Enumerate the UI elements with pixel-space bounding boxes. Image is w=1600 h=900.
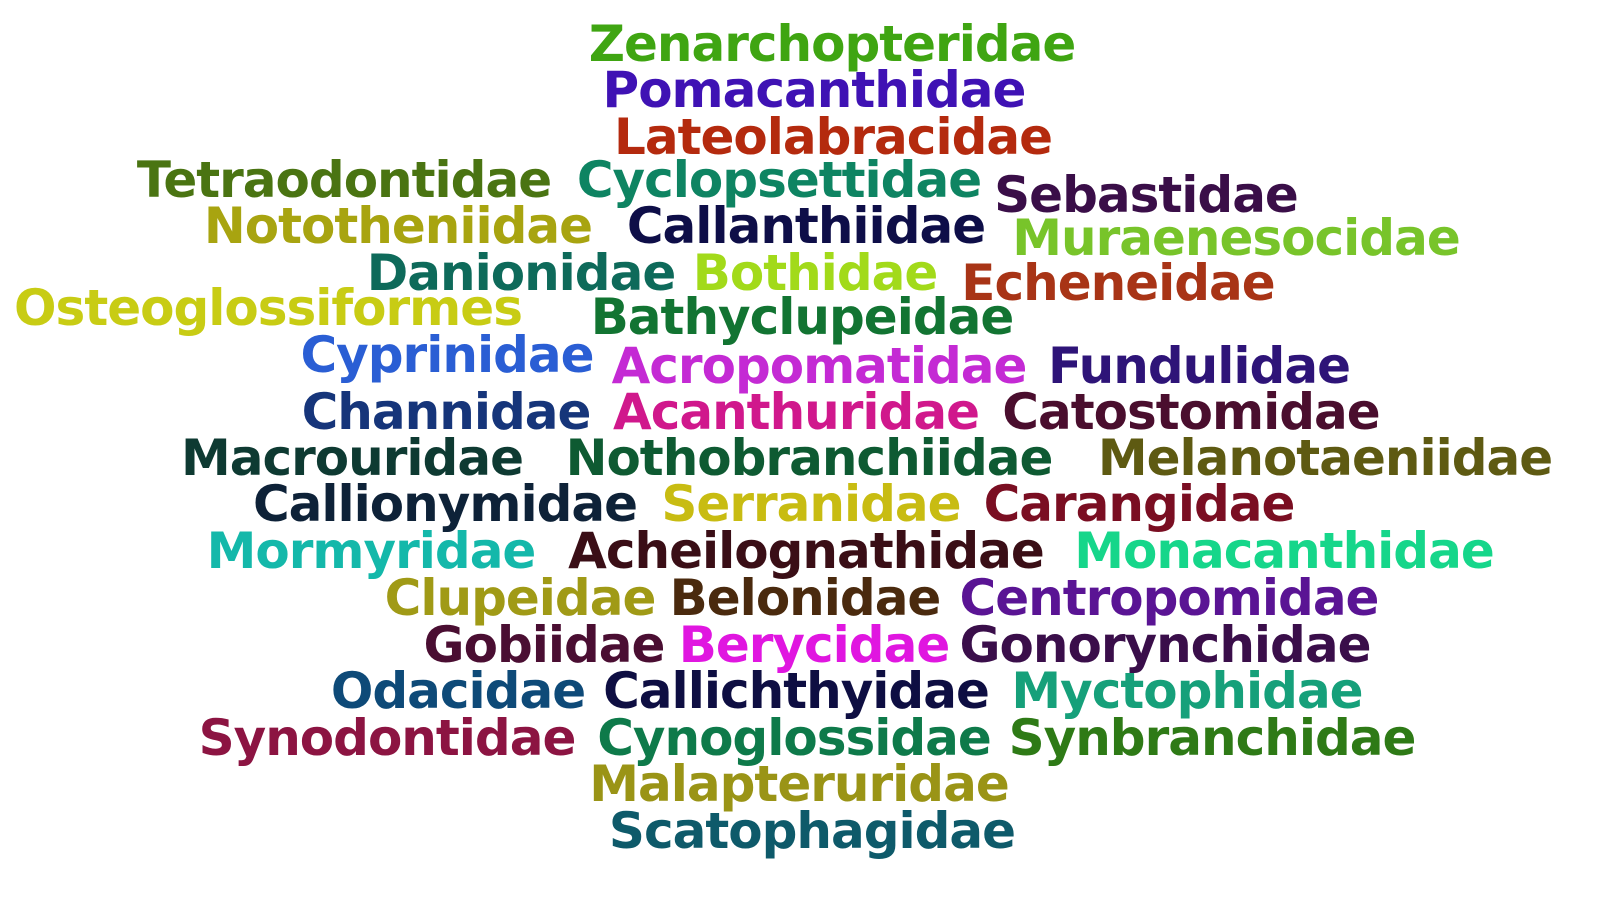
word-monacanthidae: Monacanthidae (1074, 522, 1494, 580)
word-synodontidae: Synodontidae (198, 709, 577, 767)
word-bathyclupeidae: Bathyclupeidae (590, 288, 1015, 346)
word-malapteruridae: Malapteruridae (589, 755, 1009, 813)
word-sebastidae: Sebastidae (994, 166, 1299, 224)
word-nothobranchiidae: Nothobranchiidae (565, 429, 1054, 487)
word-callichthyidae: Callichthyidae (603, 662, 990, 720)
word-acropomatidae: Acropomatidae (611, 337, 1028, 395)
word-callanthiidae: Callanthiidae (626, 197, 986, 255)
word-zenarchopteridae: Zenarchopteridae (588, 15, 1077, 73)
word-cynoglossidae: Cynoglossidae (597, 709, 992, 767)
word-osteoglossiformes: Osteoglossiformes (14, 279, 523, 337)
word-bothidae: Bothidae (692, 244, 939, 302)
word-gonorynchidae: Gonorynchidae (959, 616, 1372, 674)
word-clupeidae: Clupeidae (384, 569, 657, 627)
word-lateolabracidae: Lateolabracidae (613, 108, 1053, 166)
word-acanthuridae: Acanthuridae (612, 383, 980, 441)
word-muraenesocidae: Muraenesocidae (1012, 209, 1460, 267)
word-centropomidae: Centropomidae (959, 569, 1380, 627)
word-acheilognathidae: Acheilognathidae (568, 522, 1045, 580)
word-nototheniidae: Nototheniidae (203, 197, 593, 255)
word-channidae: Channidae (301, 383, 592, 441)
word-serranidae: Serranidae (661, 475, 961, 533)
word-myctophidae: Myctophidae (1011, 662, 1363, 720)
word-catostomidae: Catostomidae (1002, 383, 1380, 441)
word-callionymidae: Callionymidae (252, 475, 638, 533)
word-carangidae: Carangidae (983, 475, 1296, 533)
word-melanotaeniidae: Melanotaeniidae (1097, 429, 1553, 487)
word-echeneidae: Echeneidae (961, 254, 1275, 312)
word-gobiidae: Gobiidae (423, 616, 666, 674)
word-macrouridae: Macrouridae (181, 429, 524, 487)
word-cyprinidae: Cyprinidae (300, 326, 594, 384)
word-belonidae: Belonidae (669, 569, 942, 627)
word-scatophagidae: Scatophagidae (608, 802, 1016, 860)
word-berycidae: Berycidae (678, 616, 950, 674)
word-synbranchidae: Synbranchidae (1008, 709, 1417, 767)
word-pomacanthidae: Pomacanthidae (602, 61, 1027, 119)
word-cyclopsettidae: Cyclopsettidae (576, 151, 982, 209)
word-danionidae: Danionidae (366, 244, 677, 302)
word-odacidae: Odacidae (330, 662, 586, 720)
word-mormyridae: Mormyridae (206, 522, 537, 580)
word-tetraodontidae: Tetraodontidae (136, 151, 552, 209)
word-fundulidae: Fundulidae (1048, 337, 1351, 395)
